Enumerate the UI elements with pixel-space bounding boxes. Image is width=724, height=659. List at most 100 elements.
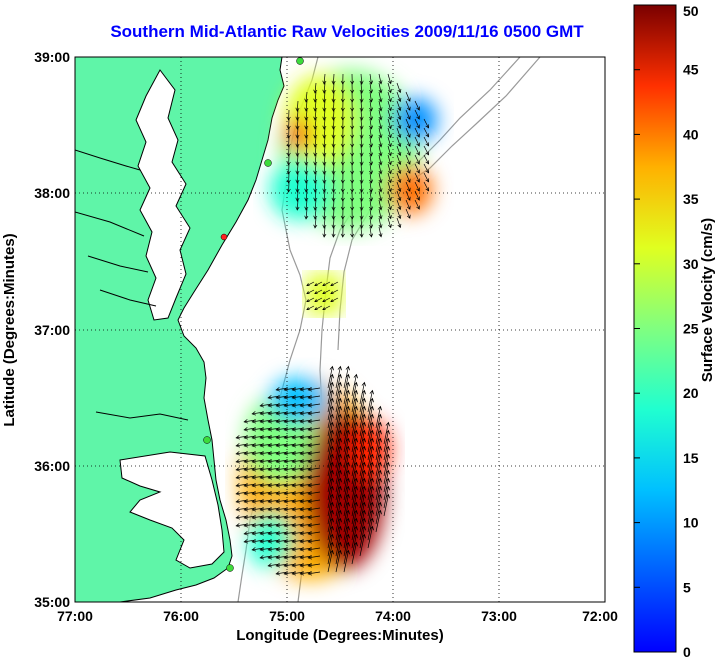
current-arrow bbox=[369, 199, 374, 211]
current-arrow bbox=[387, 163, 392, 175]
current-arrow bbox=[322, 199, 327, 211]
current-arrow bbox=[423, 154, 430, 165]
current-arrow bbox=[322, 281, 331, 287]
current-arrow bbox=[387, 109, 392, 121]
current-arrow bbox=[414, 100, 420, 111]
current-arrow bbox=[396, 118, 402, 130]
current-arrow bbox=[405, 199, 411, 210]
colorbar bbox=[633, 4, 677, 653]
plot-frame bbox=[74, 56, 606, 603]
current-arrow bbox=[307, 395, 321, 400]
lon-tick-label: 75:00 bbox=[269, 608, 305, 624]
current-arrow bbox=[369, 172, 374, 184]
current-arrow bbox=[369, 91, 374, 103]
current-arrow bbox=[369, 127, 374, 139]
station-marker bbox=[264, 159, 272, 167]
current-arrow bbox=[313, 127, 318, 139]
current-arrow bbox=[307, 507, 321, 512]
current-arrow bbox=[359, 208, 364, 220]
current-arrow bbox=[396, 217, 402, 229]
current-arrow bbox=[387, 136, 392, 148]
current-arrow bbox=[331, 154, 336, 166]
current-arrow bbox=[378, 136, 383, 148]
current-arrow bbox=[286, 127, 291, 139]
current-arrow bbox=[306, 289, 315, 295]
current-arrow bbox=[286, 172, 291, 184]
current-arrow bbox=[359, 217, 364, 229]
current-arrow bbox=[322, 305, 331, 311]
current-arrow bbox=[313, 181, 318, 193]
colorbar-tick-label: 0 bbox=[683, 644, 691, 659]
current-arrow bbox=[331, 172, 336, 184]
current-arrow bbox=[387, 217, 392, 229]
current-vectors bbox=[235, 73, 430, 576]
current-arrow bbox=[304, 163, 309, 175]
current-arrow bbox=[387, 190, 392, 202]
current-arrow bbox=[313, 217, 318, 229]
current-arrow bbox=[423, 145, 430, 156]
current-arrow bbox=[359, 109, 364, 121]
current-arrow bbox=[369, 217, 374, 229]
current-arrow bbox=[286, 145, 291, 157]
current-arrow bbox=[295, 181, 300, 193]
current-arrow bbox=[295, 145, 300, 157]
current-arrow bbox=[295, 109, 300, 121]
current-arrow bbox=[378, 127, 383, 139]
current-arrow bbox=[405, 181, 411, 192]
current-arrow bbox=[304, 91, 309, 103]
lat-tick-label: 39:00 bbox=[34, 49, 70, 65]
current-arrow bbox=[378, 118, 383, 130]
current-arrow bbox=[414, 181, 420, 192]
current-arrow bbox=[307, 451, 321, 456]
current-arrow bbox=[307, 547, 321, 552]
current-arrow bbox=[414, 127, 420, 138]
current-arrow bbox=[359, 73, 364, 85]
current-arrow bbox=[327, 549, 334, 573]
current-arrow bbox=[295, 190, 300, 202]
current-arrow bbox=[414, 118, 420, 129]
current-arrow bbox=[322, 289, 331, 295]
current-arrow bbox=[387, 100, 392, 112]
map-title: Southern Mid-Atlantic Raw Velocities 200… bbox=[110, 22, 584, 41]
current-arrow bbox=[359, 91, 364, 103]
current-arrow bbox=[331, 118, 336, 130]
current-arrow bbox=[387, 118, 392, 130]
current-arrow bbox=[286, 118, 291, 130]
current-arrow bbox=[423, 136, 430, 147]
current-arrow bbox=[359, 533, 366, 557]
current-arrow bbox=[322, 163, 327, 175]
current-arrow bbox=[314, 289, 323, 295]
lon-tick-label: 72:00 bbox=[582, 608, 618, 624]
current-arrow bbox=[405, 145, 411, 156]
current-arrow bbox=[304, 172, 309, 184]
current-arrow bbox=[405, 127, 411, 138]
current-arrow bbox=[378, 145, 383, 157]
grid-lines bbox=[75, 57, 605, 602]
current-arrow bbox=[387, 91, 392, 103]
current-arrow bbox=[343, 549, 350, 573]
current-arrow bbox=[396, 181, 402, 193]
current-arrow bbox=[306, 305, 315, 311]
colorbar-tick-label: 40 bbox=[683, 126, 699, 142]
current-arrow bbox=[378, 208, 383, 220]
current-arrow bbox=[375, 509, 382, 533]
lon-tick-label: 74:00 bbox=[375, 608, 411, 624]
current-arrow bbox=[396, 208, 402, 220]
current-arrow bbox=[387, 127, 392, 139]
current-arrow bbox=[369, 190, 374, 202]
current-arrow bbox=[307, 539, 321, 544]
lon-ticks: 77:00 76:00 75:00 74:00 73:00 72:00 bbox=[57, 608, 618, 624]
current-arrow bbox=[313, 208, 318, 220]
current-arrow bbox=[307, 571, 321, 576]
current-arrow bbox=[369, 181, 374, 193]
current-arrow bbox=[405, 172, 411, 183]
current-arrow bbox=[322, 118, 327, 130]
current-arrow bbox=[331, 226, 336, 238]
current-arrow bbox=[423, 127, 430, 138]
current-arrow bbox=[322, 172, 327, 184]
current-arrow bbox=[414, 163, 420, 174]
current-arrow bbox=[331, 91, 336, 103]
current-arrow bbox=[331, 100, 336, 112]
current-arrow bbox=[423, 118, 430, 129]
current-arrow bbox=[359, 118, 364, 130]
